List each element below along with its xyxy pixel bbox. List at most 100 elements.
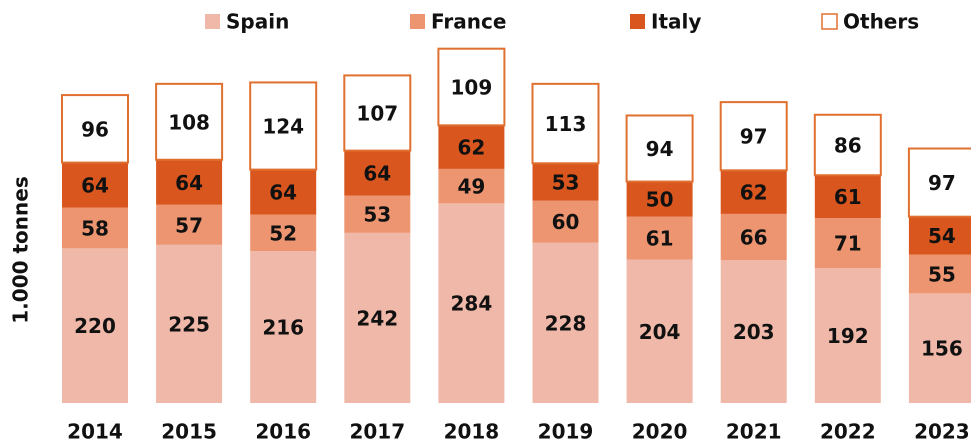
data-label: 113 bbox=[545, 112, 587, 136]
legend-label: Italy bbox=[651, 10, 701, 34]
data-label: 228 bbox=[545, 311, 587, 335]
bar-segment bbox=[62, 207, 128, 249]
bar-segment bbox=[814, 218, 881, 269]
data-label: 86 bbox=[834, 133, 862, 157]
data-label: 71 bbox=[834, 232, 862, 256]
bar-segment bbox=[156, 159, 223, 205]
data-label: 66 bbox=[740, 226, 768, 250]
bar-segment bbox=[62, 248, 128, 403]
data-label: 97 bbox=[740, 125, 768, 149]
bar-segment bbox=[344, 150, 411, 196]
bar-segment bbox=[908, 293, 971, 403]
data-label: 216 bbox=[262, 316, 304, 340]
bar-segment bbox=[531, 82, 600, 165]
bar-segment bbox=[720, 170, 787, 214]
data-label: 156 bbox=[921, 337, 963, 361]
data-label: 97 bbox=[928, 171, 956, 195]
data-label: 61 bbox=[646, 227, 674, 251]
bar-segment bbox=[625, 114, 694, 183]
data-label: 284 bbox=[451, 292, 493, 316]
bar-segment bbox=[626, 259, 693, 403]
bar-segment bbox=[626, 181, 693, 217]
bar-segment bbox=[156, 204, 223, 245]
data-label: 242 bbox=[356, 306, 398, 330]
data-label: 49 bbox=[457, 175, 485, 199]
x-tick-label: 2016 bbox=[255, 420, 311, 442]
data-label: 62 bbox=[457, 136, 485, 160]
legend-label: France bbox=[431, 10, 506, 34]
bar-segment bbox=[62, 162, 128, 208]
data-label: 62 bbox=[740, 181, 768, 205]
bar-segment bbox=[438, 125, 505, 169]
data-label: 108 bbox=[168, 110, 210, 134]
data-label: 107 bbox=[356, 102, 398, 126]
bar-segment bbox=[626, 216, 693, 260]
data-label: 55 bbox=[928, 262, 956, 286]
legend-swatch bbox=[205, 14, 220, 29]
bar-segment bbox=[156, 244, 223, 403]
x-tick-label: 2018 bbox=[444, 420, 500, 442]
bar-segment bbox=[438, 203, 505, 403]
x-tick-label: 2022 bbox=[820, 420, 876, 442]
bar-segment bbox=[814, 268, 881, 403]
data-label: 94 bbox=[646, 137, 674, 161]
data-label: 57 bbox=[175, 213, 203, 237]
bar-segment bbox=[908, 254, 971, 294]
bar-segment bbox=[532, 200, 599, 243]
x-tick-label: 2020 bbox=[632, 420, 688, 442]
legend-label: Others bbox=[843, 10, 919, 34]
data-label: 54 bbox=[928, 224, 956, 248]
bar-segment bbox=[437, 47, 506, 127]
bar-segment bbox=[532, 163, 599, 201]
bar-segment bbox=[250, 214, 317, 252]
bar-segment bbox=[343, 74, 412, 152]
y-axis-label: 1.000 tonnes bbox=[9, 176, 33, 323]
x-tick-label: 2014 bbox=[67, 420, 123, 442]
data-label: 64 bbox=[269, 181, 297, 205]
bar-segment bbox=[249, 81, 318, 171]
data-label: 58 bbox=[81, 216, 109, 240]
bar-segment bbox=[250, 251, 317, 403]
legend-label: Spain bbox=[226, 10, 289, 34]
data-label: 53 bbox=[363, 203, 391, 227]
data-label: 204 bbox=[639, 320, 681, 344]
bar-segment bbox=[61, 94, 129, 164]
data-label: 52 bbox=[269, 221, 297, 245]
bar-segment bbox=[720, 260, 787, 403]
bar-segment bbox=[719, 101, 788, 172]
x-tick-label: 2023 bbox=[914, 420, 970, 442]
data-label: 50 bbox=[646, 188, 674, 212]
legend-swatch bbox=[630, 14, 645, 29]
data-label: 220 bbox=[74, 314, 116, 338]
bar-segment bbox=[720, 213, 787, 261]
data-label: 109 bbox=[451, 76, 493, 100]
bar-segment bbox=[907, 147, 971, 218]
bar-segment bbox=[438, 168, 505, 204]
bar-segment bbox=[908, 216, 971, 255]
data-label: 96 bbox=[81, 117, 109, 141]
data-label: 60 bbox=[552, 210, 580, 234]
legend-swatch bbox=[410, 14, 425, 29]
data-label: 64 bbox=[175, 171, 203, 195]
bar-segment bbox=[155, 82, 224, 161]
x-tick-label: 2015 bbox=[161, 420, 217, 442]
data-label: 124 bbox=[262, 115, 304, 139]
data-label: 64 bbox=[363, 162, 391, 186]
data-label: 225 bbox=[168, 312, 210, 336]
bar-segment bbox=[813, 113, 882, 177]
data-label: 53 bbox=[552, 170, 580, 194]
data-label: 203 bbox=[733, 320, 775, 344]
legend-swatch bbox=[821, 13, 838, 30]
bar-segment bbox=[532, 242, 599, 403]
data-label: 64 bbox=[81, 174, 109, 198]
bar-segment bbox=[250, 169, 317, 215]
bar-segment bbox=[344, 195, 411, 233]
x-tick-label: 2017 bbox=[349, 420, 405, 442]
bar-segment bbox=[814, 175, 881, 219]
bar-segment bbox=[344, 232, 411, 403]
x-tick-label: 2021 bbox=[726, 420, 782, 442]
data-label: 192 bbox=[827, 324, 869, 348]
x-tick-label: 2019 bbox=[538, 420, 594, 442]
data-label: 61 bbox=[834, 185, 862, 209]
